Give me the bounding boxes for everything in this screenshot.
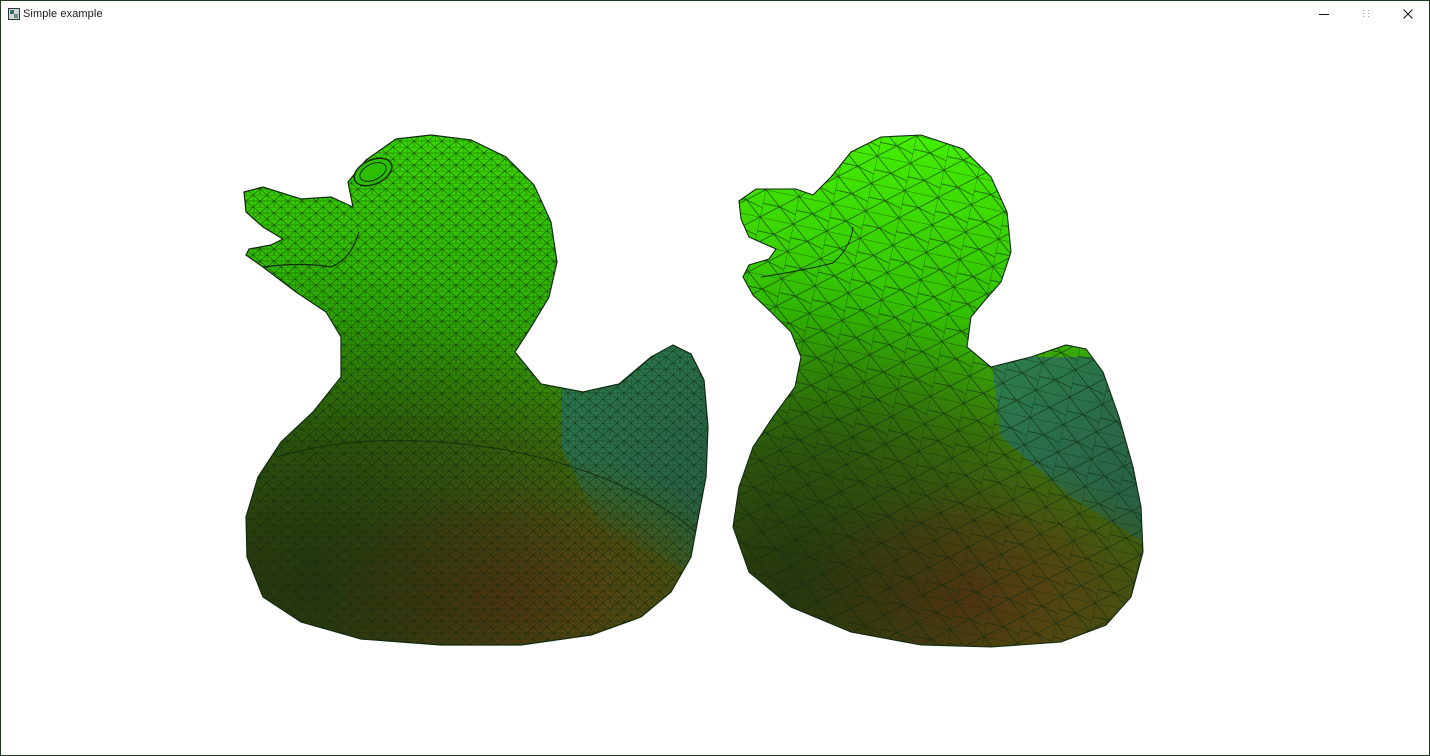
eye-icon [353, 157, 393, 187]
minimize-icon [1319, 14, 1329, 15]
title-bar[interactable]: Simple example [1, 1, 1429, 27]
render-viewport[interactable] [1, 27, 1429, 755]
window-title: Simple example [23, 8, 103, 20]
minimize-button[interactable] [1303, 1, 1345, 27]
close-icon [1403, 9, 1413, 19]
duck-fine-mesh[interactable] [241, 127, 721, 657]
maximize-icon [1363, 10, 1369, 17]
window-controls [1303, 1, 1429, 27]
close-button[interactable] [1387, 1, 1429, 27]
maximize-button[interactable] [1345, 1, 1387, 27]
application-icon[interactable] [7, 8, 20, 21]
duck-coarse-mesh[interactable] [726, 127, 1156, 657]
scene-canvas[interactable] [1, 27, 1429, 755]
